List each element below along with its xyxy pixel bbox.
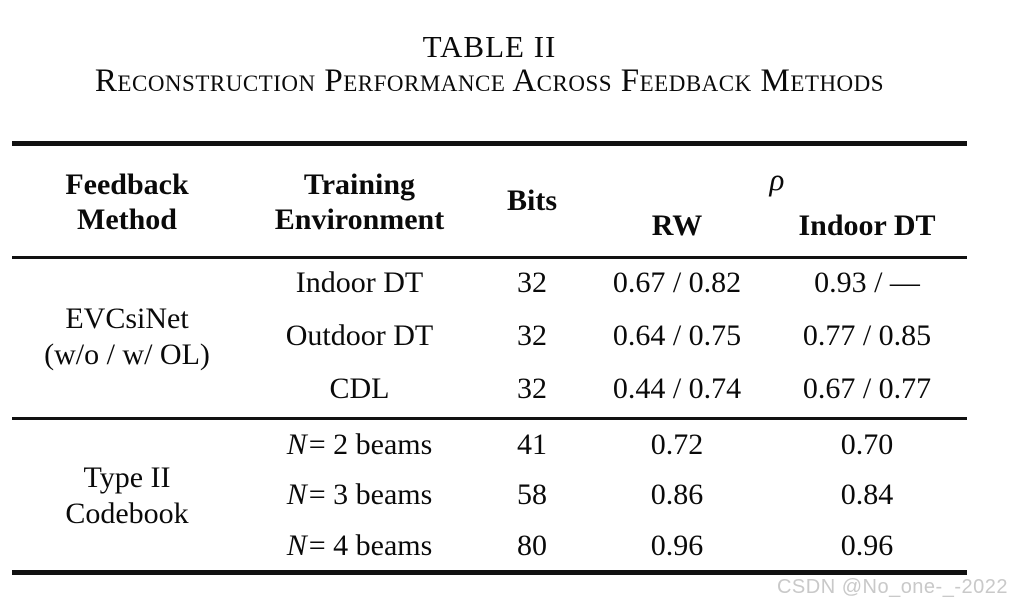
col-header-training-environment: Training Environment [242, 146, 477, 257]
group-label-evcsinet: EVCsiNet (w/o / w/ OL) [12, 257, 242, 417]
cell-env: Outdoor DT [285, 318, 434, 352]
cell-indoor-dt: 0.70 [840, 427, 894, 461]
col-header-rho-group: ρ RW Indoor DT [587, 146, 967, 257]
col-header-feedback-line1: Feedback [65, 167, 189, 201]
col-header-bits: Bits [506, 184, 557, 218]
table-title-caption: Reconstruction Performance Across Feedba… [94, 63, 885, 99]
cell-bits: 32 [517, 372, 547, 406]
results-table: Feedback Method Training Environment Bit… [12, 146, 967, 572]
group-divider-rule [12, 417, 967, 420]
group-label-type-ii-line1: Type II [83, 461, 171, 494]
cell-indoor-dt: 0.77 / 0.85 [802, 318, 932, 352]
rho-subheaders: RW Indoor DT [587, 200, 967, 257]
top-rule [12, 141, 967, 146]
env-rest: = 3 beams [308, 478, 433, 512]
cell-env: CDL [329, 372, 390, 406]
cell-rw: 0.72 [650, 427, 704, 461]
col-header-training-line2: Environment [274, 202, 445, 236]
col-header-feedback-line2: Method [77, 202, 177, 236]
table-number-caption: TABLE II [422, 29, 557, 64]
math-var-n: N [286, 478, 307, 512]
cell-rw: 0.67 / 0.82 [612, 266, 742, 300]
cell-bits: 80 [517, 529, 547, 563]
env-rest: = 4 beams [308, 529, 433, 563]
cell-bits: 58 [517, 478, 547, 512]
env-rest: = 2 beams [308, 427, 433, 461]
col-header-indoor-dt: Indoor DT [798, 208, 936, 242]
cell-indoor-dt: 0.84 [840, 478, 894, 512]
cell-rw: 0.64 / 0.75 [612, 318, 742, 352]
cell-bits: 32 [517, 266, 547, 300]
col-header-rw: RW [651, 208, 703, 242]
math-var-n: N [286, 427, 307, 461]
cell-rw: 0.96 [650, 529, 704, 563]
cell-bits: 32 [517, 318, 547, 352]
cell-env: Indoor DT [295, 266, 424, 300]
bottom-rule [12, 570, 967, 575]
group-label-evcsinet-line2: (w/o / w/ OL) [44, 338, 210, 371]
cell-env: N = 3 beams [242, 470, 477, 521]
cell-bits: 41 [517, 427, 547, 461]
group-label-evcsinet-line1: EVCsiNet [65, 302, 189, 335]
cell-indoor-dt: 0.96 [840, 529, 894, 563]
math-var-n: N [286, 529, 307, 563]
cell-rw: 0.86 [650, 478, 704, 512]
cell-env: N = 4 beams [242, 521, 477, 572]
cell-rw: 0.44 / 0.74 [612, 372, 742, 406]
cell-env: N = 2 beams [242, 420, 477, 470]
cell-indoor-dt: 0.93 / — [814, 266, 920, 300]
rho-symbol: ρ [769, 162, 785, 197]
col-header-training-line1: Training [303, 167, 416, 201]
group-label-type-ii-codebook: Type II Codebook [12, 420, 242, 572]
watermark: CSDN @No_one-_-2022 [776, 576, 1008, 598]
cell-indoor-dt: 0.67 / 0.77 [802, 372, 932, 406]
header-rule [12, 256, 967, 259]
col-header-feedback-method: Feedback Method [12, 146, 242, 257]
group-label-type-ii-line2: Codebook [65, 497, 189, 530]
